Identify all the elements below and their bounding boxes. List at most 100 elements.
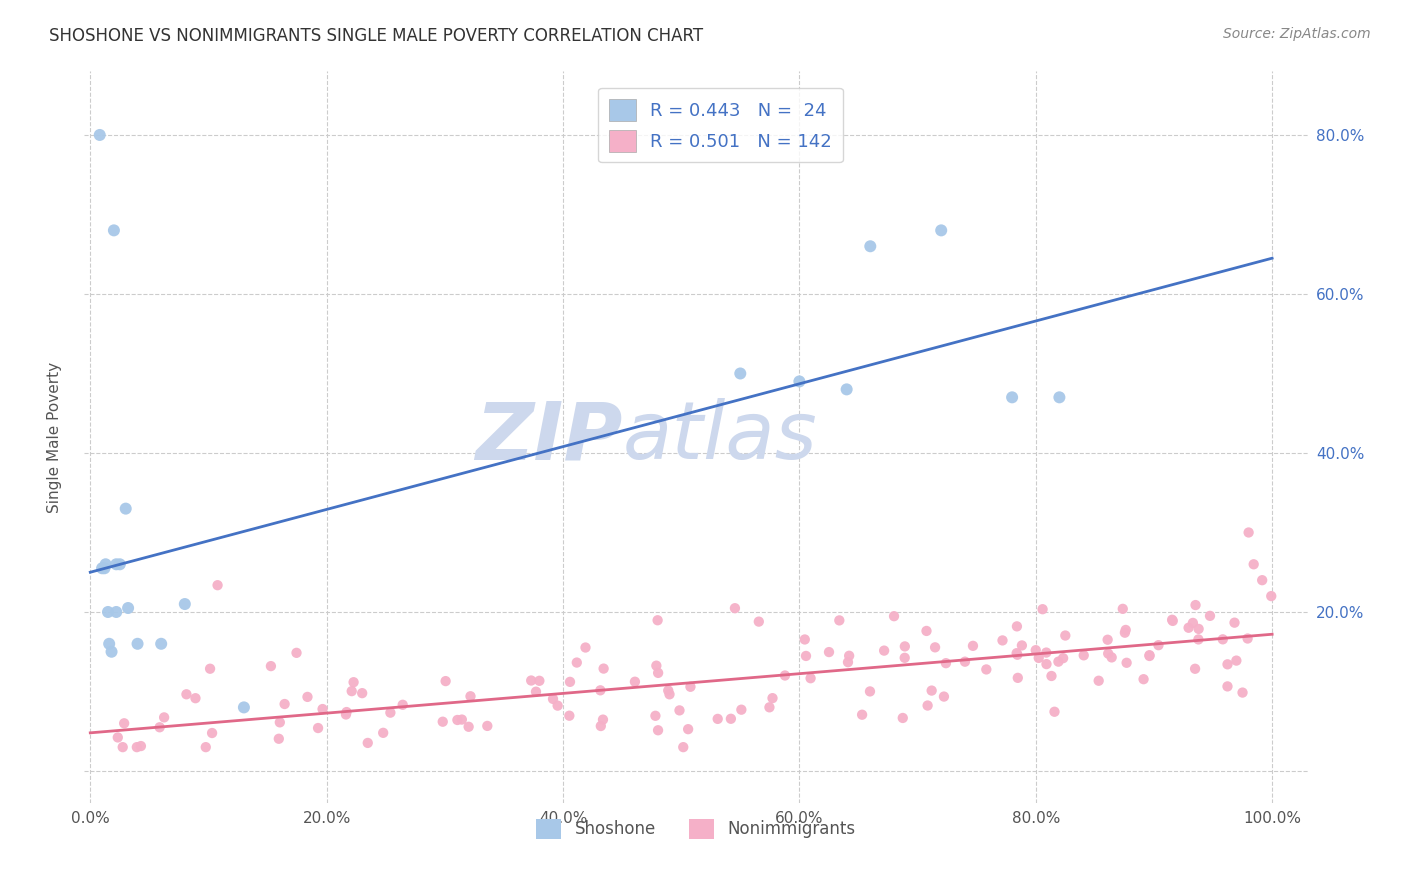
Point: [434, 674, 457, 689]
Point: [828, 614, 851, 628]
Point: [207, 578, 229, 592]
Point: [1236, 632, 1258, 646]
Point: [1007, 648, 1029, 662]
Point: [1216, 657, 1239, 672]
Point: [748, 615, 770, 629]
Point: [1232, 685, 1254, 699]
Point: [818, 645, 841, 659]
Point: [893, 650, 915, 665]
Point: [335, 707, 357, 722]
Point: [94, 558, 117, 572]
Point: [100, 645, 122, 659]
Point: [1188, 622, 1211, 636]
Point: [962, 639, 984, 653]
Point: [107, 731, 129, 745]
Point: [380, 706, 402, 720]
Point: [1115, 623, 1137, 637]
Point: [883, 609, 905, 624]
Point: [730, 367, 752, 381]
Point: [1073, 648, 1095, 663]
Point: [915, 624, 938, 638]
Point: [932, 690, 955, 704]
Point: [730, 703, 752, 717]
Point: [357, 736, 380, 750]
Point: [645, 658, 668, 673]
Point: [1260, 589, 1282, 603]
Point: [789, 375, 811, 389]
Point: [1184, 598, 1206, 612]
Point: [1040, 669, 1063, 683]
Point: [976, 662, 998, 676]
Point: [150, 637, 173, 651]
Point: [558, 708, 581, 723]
Point: [285, 646, 308, 660]
Point: [129, 739, 152, 753]
Point: [1047, 655, 1070, 669]
Point: [524, 684, 547, 698]
Point: [672, 740, 695, 755]
Point: [558, 674, 581, 689]
Point: [1097, 647, 1119, 661]
Point: [311, 702, 333, 716]
Point: [232, 700, 254, 714]
Point: [103, 223, 125, 237]
Point: [97, 605, 120, 619]
Point: [125, 740, 148, 755]
Point: [657, 683, 679, 698]
Point: [89, 128, 111, 142]
Text: Source: ZipAtlas.com: Source: ZipAtlas.com: [1223, 27, 1371, 41]
Point: [1181, 615, 1204, 630]
Point: [953, 655, 976, 669]
Point: [1043, 705, 1066, 719]
Point: [592, 713, 614, 727]
Point: [924, 640, 946, 655]
Point: [114, 501, 136, 516]
Point: [589, 719, 612, 733]
Text: atlas: atlas: [623, 398, 817, 476]
Point: [1223, 615, 1246, 630]
Point: [574, 640, 596, 655]
Point: [352, 686, 374, 700]
Point: [644, 708, 666, 723]
Point: [194, 740, 217, 755]
Point: [1054, 628, 1077, 642]
Point: [1005, 619, 1028, 633]
Point: [921, 683, 943, 698]
Point: [1147, 638, 1170, 652]
Point: [111, 740, 134, 755]
Legend: Shoshone, Nonimmigrants: Shoshone, Nonimmigrants: [530, 812, 862, 846]
Point: [1035, 646, 1057, 660]
Point: [1187, 632, 1209, 647]
Point: [91, 561, 114, 575]
Point: [1001, 390, 1024, 404]
Point: [1115, 656, 1137, 670]
Point: [1112, 602, 1135, 616]
Point: [520, 673, 543, 688]
Point: [1011, 639, 1033, 653]
Point: [273, 697, 295, 711]
Point: [450, 713, 472, 727]
Point: [173, 597, 195, 611]
Point: [835, 383, 858, 397]
Point: [105, 558, 128, 572]
Point: [260, 659, 283, 673]
Point: [297, 690, 319, 704]
Point: [1035, 657, 1057, 672]
Point: [1028, 651, 1050, 665]
Point: [1212, 632, 1234, 647]
Point: [335, 705, 357, 719]
Text: SHOSHONE VS NONIMMIGRANTS SINGLE MALE POVERTY CORRELATION CHART: SHOSHONE VS NONIMMIGRANTS SINGLE MALE PO…: [49, 27, 703, 45]
Point: [1025, 643, 1047, 657]
Point: [794, 648, 817, 663]
Point: [1251, 573, 1274, 587]
Point: [592, 662, 614, 676]
Point: [800, 671, 823, 685]
Point: [446, 713, 468, 727]
Point: [793, 632, 815, 647]
Point: [1132, 672, 1154, 686]
Point: [201, 726, 224, 740]
Point: [105, 605, 128, 619]
Point: [720, 712, 742, 726]
Point: [658, 687, 681, 701]
Point: [184, 691, 207, 706]
